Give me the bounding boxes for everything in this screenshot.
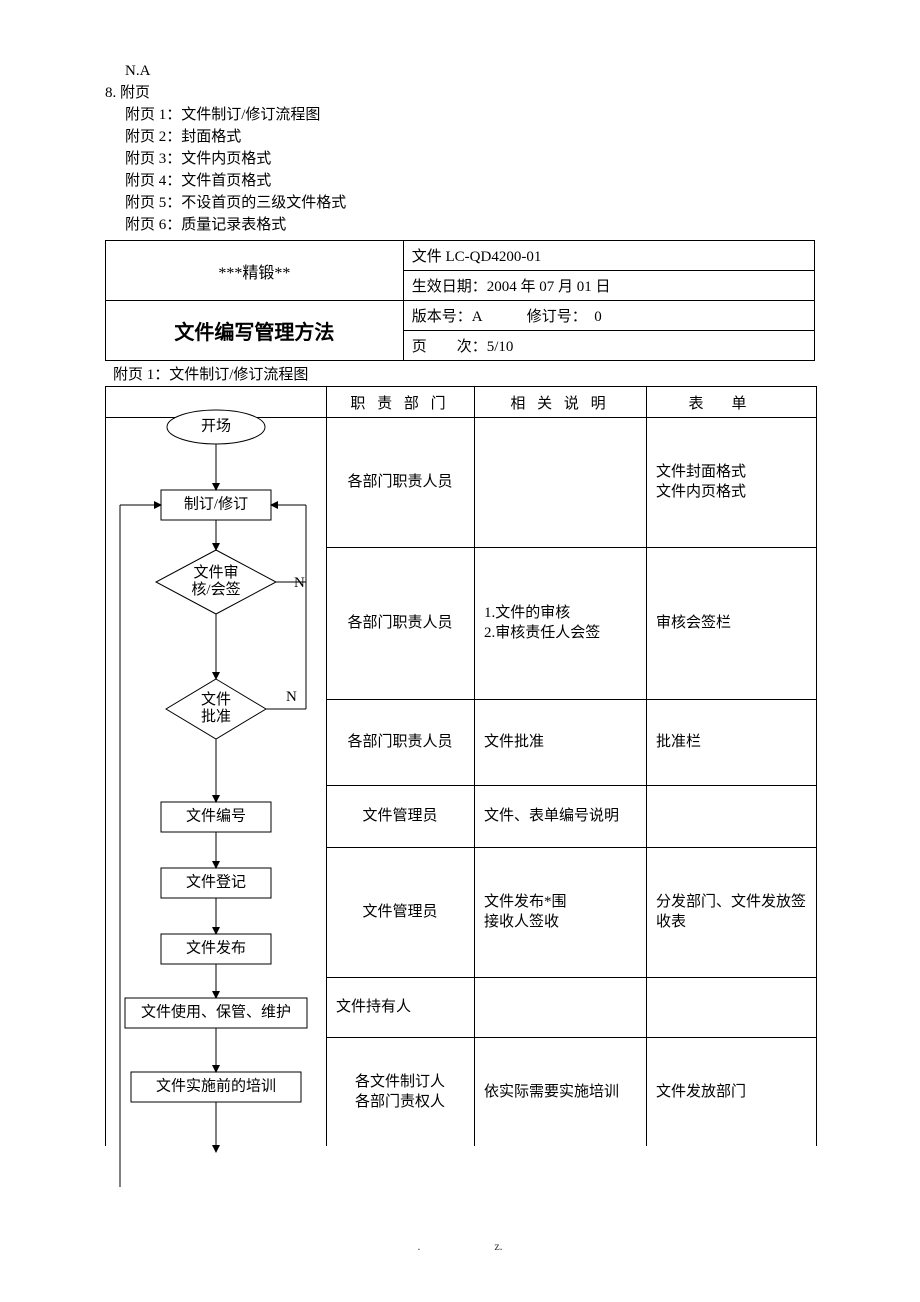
desc-cell: 文件、表单编号说明: [474, 785, 646, 847]
column-header-description: 相 关 说 明: [474, 387, 646, 417]
desc-cell: [474, 977, 646, 1037]
desc-cell: 依实际需要实施培训: [474, 1037, 646, 1147]
svg-text:文件使用、保管、维护: 文件使用、保管、维护: [141, 1003, 291, 1020]
effective-date: 生效日期：2004 年 07 月 01 日: [403, 271, 814, 301]
document-title: 文件编写管理方法: [106, 301, 404, 361]
na-line: N.A: [125, 60, 815, 82]
column-header-department: 职 责 部 门: [326, 387, 474, 417]
version-line: 版本号：A 修订号： 0: [403, 301, 814, 331]
footer-dot: [417, 1239, 420, 1253]
form-cell: 分发部门、文件发放签收表: [646, 847, 817, 977]
form-cell: 文件封面格式文件内页格式: [646, 417, 817, 547]
intro-block: N.A 8. 附页 附页 1：文件制订/修订流程图 附页 2：封面格式 附页 3…: [105, 60, 815, 236]
form-cell: 审核会签栏: [646, 547, 817, 699]
document-header-table: ***精锻** 文件 LC-QD4200-01 生效日期：2004 年 07 月…: [105, 240, 815, 361]
attachment-line: 附页 5：不设首页的三级文件格式: [125, 192, 815, 214]
desc-cell: 文件发布*围接收人签收: [474, 847, 646, 977]
svg-text:文件实施前的培训: 文件实施前的培训: [156, 1077, 276, 1094]
attachment-line: 附页 1：文件制订/修订流程图: [125, 104, 815, 126]
form-cell: [646, 977, 817, 1037]
doc-number: 文件 LC-QD4200-01: [403, 241, 814, 271]
page-number: 页 次：5/10: [403, 331, 814, 361]
form-cell: 文件发放部门: [646, 1037, 817, 1147]
desc-cell: 文件批准: [474, 699, 646, 785]
svg-text:文件登记: 文件登记: [186, 873, 246, 890]
svg-text:文件: 文件: [201, 691, 231, 708]
dept-cell: 各部门职责人员: [326, 547, 474, 699]
svg-text:文件编号: 文件编号: [186, 807, 246, 824]
dept-cell: 文件管理员: [326, 785, 474, 847]
desc-cell: [474, 417, 646, 547]
dept-cell: 各部门职责人员: [326, 699, 474, 785]
dept-cell: 各部门职责人员: [326, 417, 474, 547]
svg-text:文件审: 文件审: [193, 564, 238, 581]
svg-text:制订/修订: 制订/修订: [184, 495, 248, 512]
svg-text:核/会签: 核/会签: [191, 581, 240, 598]
attachment-line: 附页 3：文件内页格式: [125, 148, 815, 170]
page-footer: z.: [0, 1239, 920, 1254]
svg-text:文件发布: 文件发布: [186, 939, 246, 956]
document-page: N.A 8. 附页 附页 1：文件制订/修订流程图 附页 2：封面格式 附页 3…: [0, 0, 920, 1302]
company-label: ***精锻**: [106, 241, 404, 301]
svg-text:批准: 批准: [201, 708, 231, 725]
attachment-1-title: 附页 1：文件制订/修订流程图: [113, 363, 815, 384]
footer-z: z.: [494, 1239, 502, 1253]
dept-cell: 文件管理员: [326, 847, 474, 977]
svg-text:开场: 开场: [201, 417, 231, 434]
svg-text:N: N: [294, 575, 305, 591]
desc-cell: 1.文件的审核2.审核责任人会签: [474, 547, 646, 699]
form-cell: [646, 785, 817, 847]
svg-text:N: N: [286, 689, 297, 705]
section-8-title: 8. 附页: [105, 82, 815, 104]
dept-cell: 各文件制订人各部门责权人: [326, 1037, 474, 1147]
attachment-line: 附页 6：质量记录表格式: [125, 214, 815, 236]
dept-cell: 文件持有人: [326, 977, 474, 1037]
attachment-line: 附页 4：文件首页格式: [125, 170, 815, 192]
form-cell: 批准栏: [646, 699, 817, 785]
column-header-form: 表单: [646, 387, 817, 417]
flowchart-table: 职 责 部 门 相 关 说 明 表单 各部门职责人员 文件封面格式文件内页格式 …: [105, 386, 817, 1146]
flowchart-diagram: 开场制订/修订文件审核/会签文件批准文件编号文件登记文件发布文件使用、保管、维护…: [106, 387, 326, 1187]
attachment-line: 附页 2：封面格式: [125, 126, 815, 148]
